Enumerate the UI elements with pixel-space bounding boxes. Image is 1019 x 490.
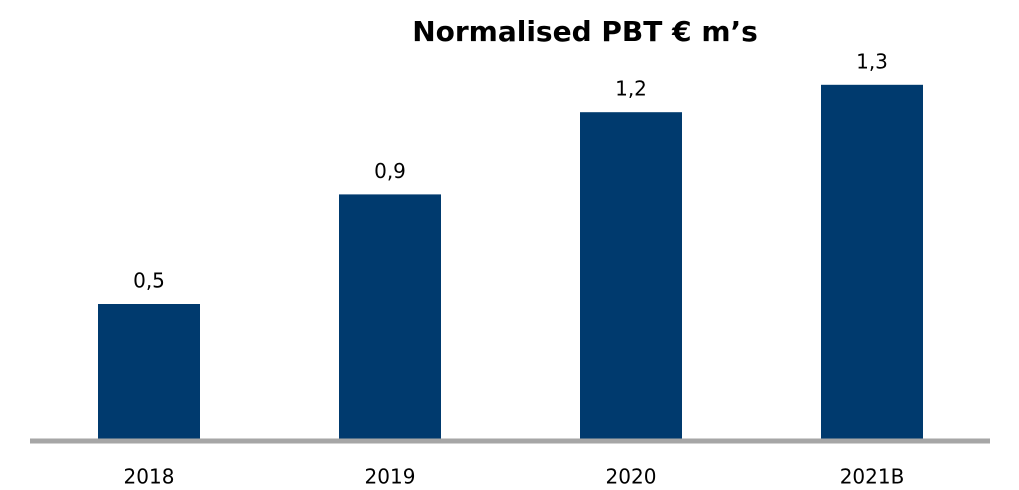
x-tick-label: 2018 [124, 465, 175, 489]
x-tick-label: 2019 [365, 465, 416, 489]
data-label: 1,2 [615, 77, 647, 101]
data-label: 1,3 [856, 49, 888, 73]
bar [98, 304, 200, 441]
bar [580, 112, 682, 441]
bar [821, 84, 923, 442]
data-label: 0,5 [133, 269, 165, 293]
x-tick-label: 2021B [840, 465, 905, 489]
data-label: 0,9 [374, 159, 406, 183]
x-tick-label: 2020 [606, 465, 657, 489]
chart-title: Normalised PBT € m’s [412, 15, 758, 48]
bar [339, 194, 441, 441]
